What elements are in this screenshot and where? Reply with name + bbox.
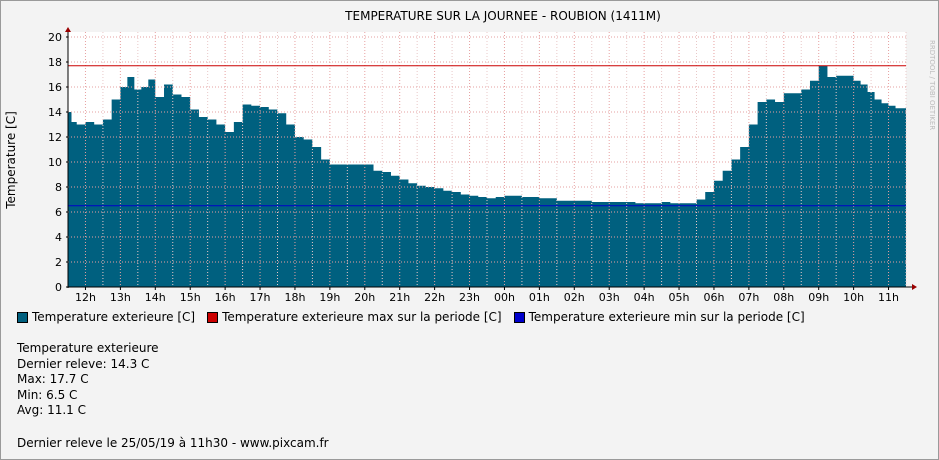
x-tick-label: 23h [459, 291, 480, 304]
x-tick-label: 05h [669, 291, 690, 304]
x-tick-label: 01h [529, 291, 550, 304]
legend-swatch-min [513, 311, 525, 323]
y-tick-label: 0 [55, 281, 62, 294]
stats-max: Max: 17.7 C [17, 372, 89, 386]
legend-item-min: Temperature exterieure min sur la period… [513, 310, 805, 324]
x-tick-label: 09h [808, 291, 829, 304]
x-tick-label: 02h [564, 291, 585, 304]
x-tick-label: 19h [319, 291, 340, 304]
y-tick-label: 6 [55, 206, 62, 219]
x-tick-label: 22h [424, 291, 445, 304]
footer-text: Dernier releve le 25/05/19 à 11h30 - www… [17, 436, 329, 450]
y-tick-label: 12 [48, 131, 62, 144]
x-tick-label: 11h [878, 291, 899, 304]
legend-label-max: Temperature exterieure max sur la period… [222, 310, 502, 324]
y-axis-label: Temperature [C] [4, 111, 18, 210]
x-tick-label: 10h [843, 291, 864, 304]
x-tick-label: 03h [599, 291, 620, 304]
y-tick-label: 14 [48, 106, 62, 119]
y-tick-label: 2 [55, 256, 62, 269]
stats-heading: Temperature exterieure [17, 341, 159, 355]
legend-swatch-max [207, 311, 219, 323]
x-tick-label: 18h [284, 291, 305, 304]
legend-item-max: Temperature exterieure max sur la period… [207, 310, 502, 324]
legend-item-temperature: Temperature exterieure [C] [17, 310, 195, 324]
x-tick-label: 15h [180, 291, 201, 304]
stats-avg: Avg: 11.1 C [17, 403, 86, 417]
temperature-area [68, 65, 906, 287]
x-tick-label: 06h [703, 291, 724, 304]
legend-label-min: Temperature exterieure min sur la period… [528, 310, 805, 324]
x-tick-label: 21h [389, 291, 410, 304]
x-tick-label: 13h [110, 291, 131, 304]
y-tick-label: 4 [55, 231, 62, 244]
x-axis-arrow [912, 284, 917, 290]
stats-block: Temperature exterieure Dernier releve: 1… [17, 341, 159, 419]
y-axis-arrow [65, 27, 71, 32]
x-tick-label: 16h [215, 291, 236, 304]
y-tick-label: 10 [48, 156, 62, 169]
y-tick-label: 8 [55, 181, 62, 194]
x-tick-label: 04h [634, 291, 655, 304]
x-tick-label: 20h [354, 291, 375, 304]
x-tick-label: 14h [145, 291, 166, 304]
x-tick-label: 17h [250, 291, 271, 304]
stats-last: Dernier releve: 14.3 C [17, 356, 150, 371]
chart-legend: Temperature exterieure [C] Temperature e… [17, 310, 805, 324]
legend-label-temperature: Temperature exterieure [C] [32, 310, 196, 324]
y-tick-label: 18 [48, 56, 62, 69]
y-tick-label: 20 [48, 31, 62, 44]
x-tick-label: 12h [75, 291, 96, 304]
chart-title: TEMPERATURE SUR LA JOURNEE - ROUBION (14… [344, 9, 661, 23]
x-tick-label: 07h [738, 291, 759, 304]
y-tick-label: 16 [48, 81, 62, 94]
rrdtool-watermark: RRDTOOL / TOBI OETIKER [928, 40, 936, 131]
legend-swatch-temperature [17, 311, 28, 323]
stats-min: Min: 6.5 C [17, 387, 78, 402]
x-tick-label: 00h [494, 291, 515, 304]
x-tick-label: 08h [773, 291, 794, 304]
